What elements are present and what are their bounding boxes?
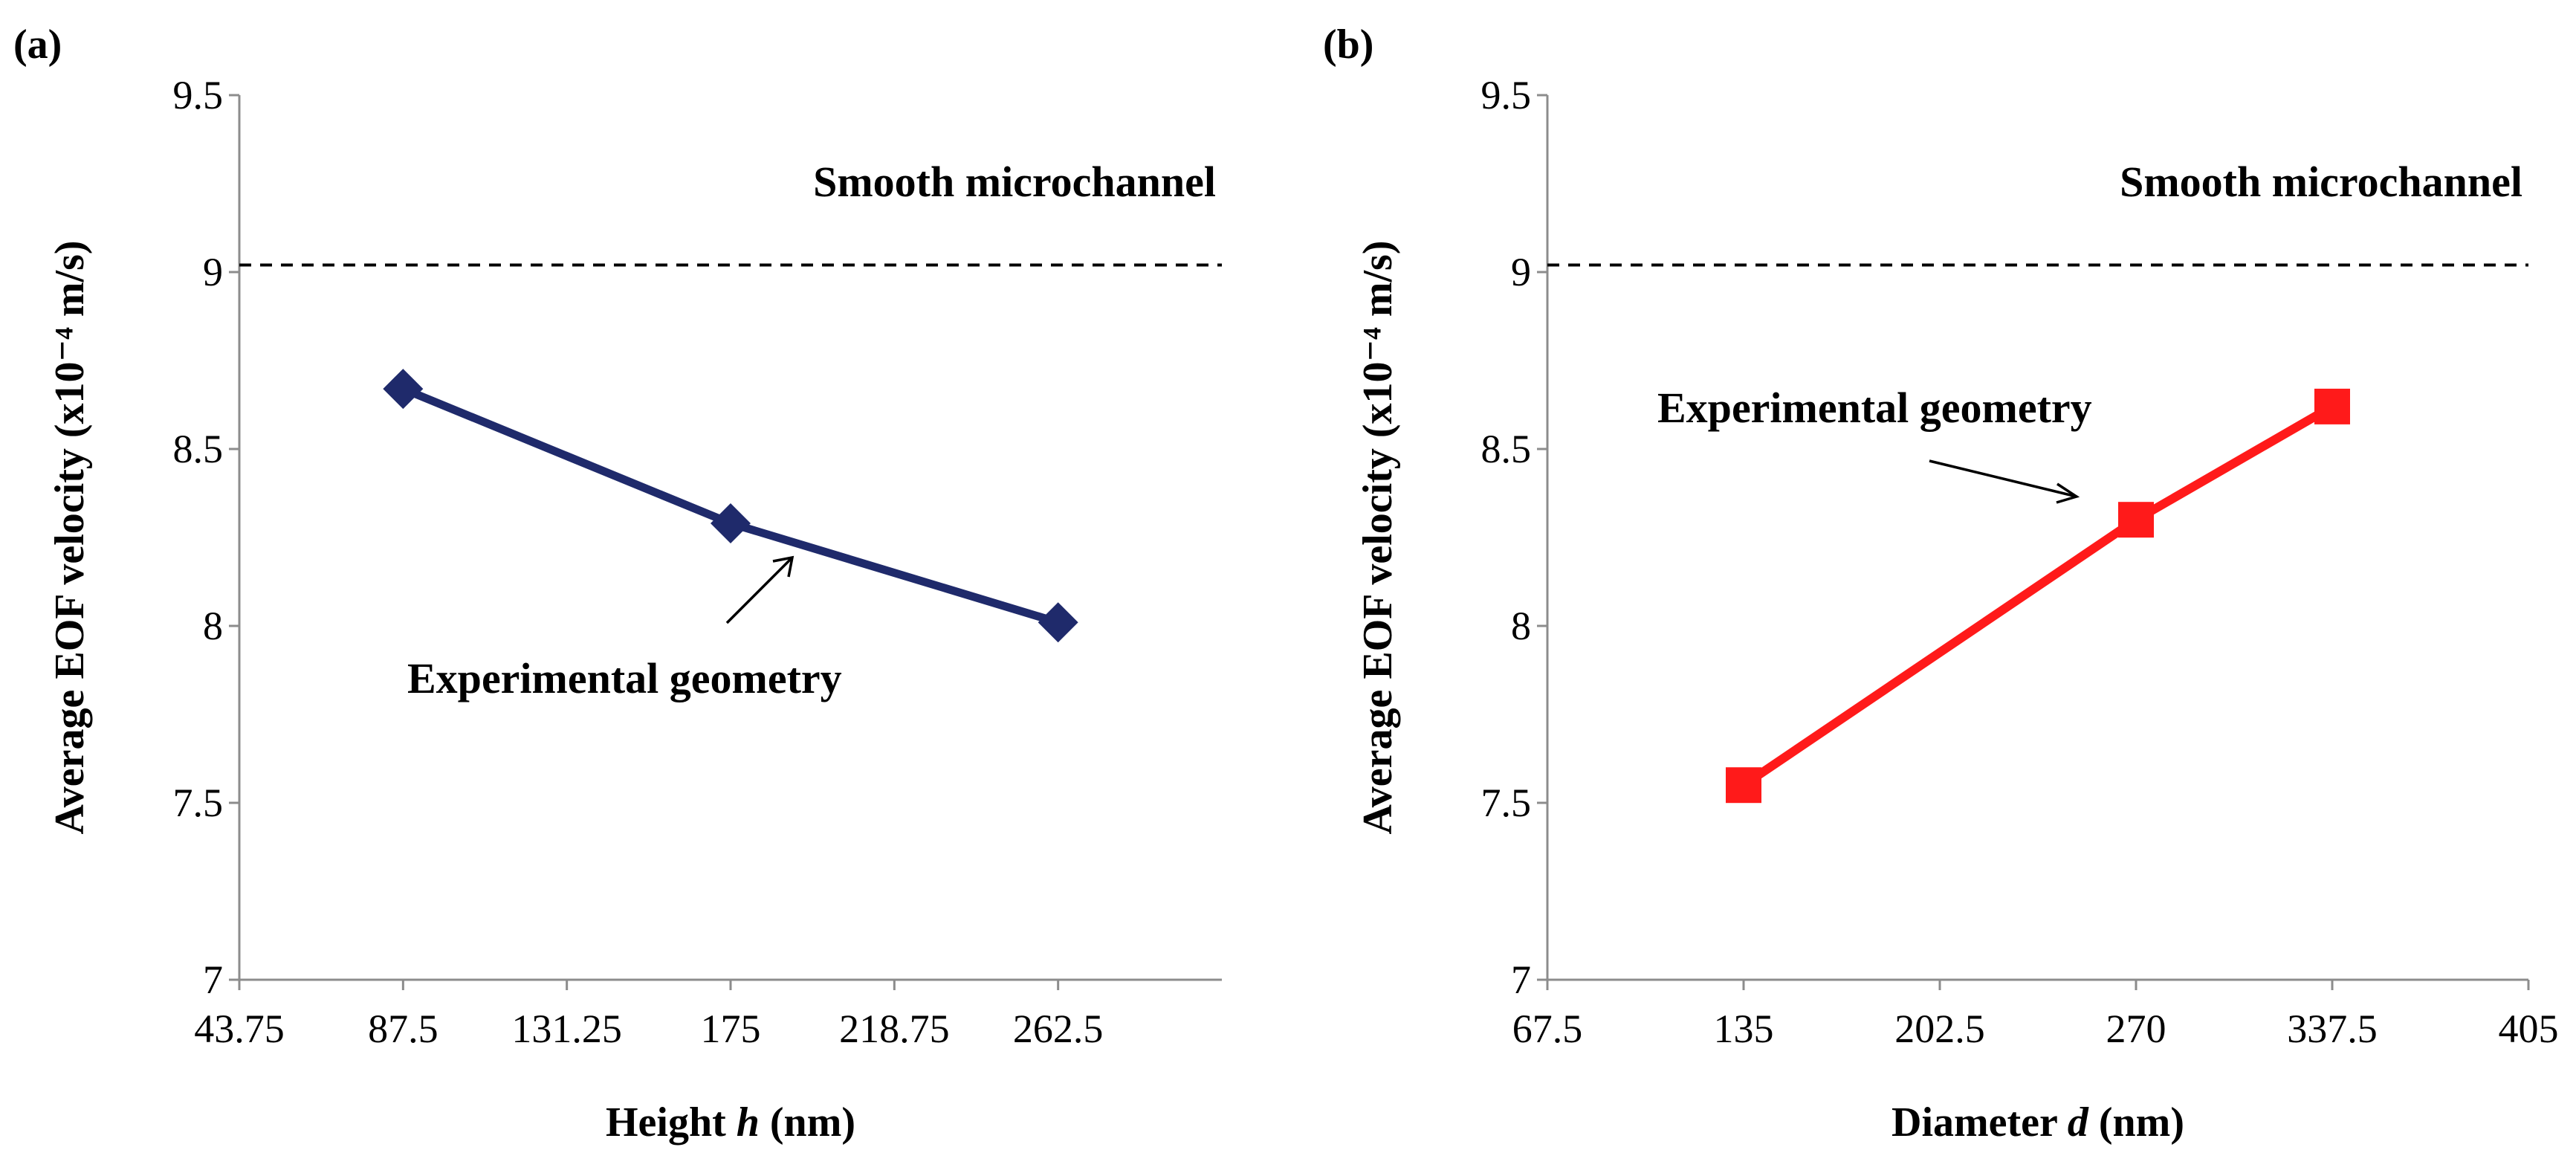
panel-label: (b) [1323, 22, 1373, 68]
data-point-marker [383, 369, 424, 410]
annotation-experimental-geometry: Experimental geometry [1657, 384, 2092, 432]
x-tick-label: 135 [1714, 1007, 1774, 1051]
panel-label: (a) [13, 22, 62, 68]
annotation-arrow [1929, 459, 2077, 498]
y-tick-label: 8 [1511, 604, 1531, 648]
annotation-arrow [725, 556, 794, 624]
y-tick-label: 7 [203, 957, 223, 1002]
annotation-arrow-head [2056, 482, 2080, 504]
x-tick-label: 405 [2499, 1007, 2559, 1051]
y-tick-label: 8.5 [1481, 427, 1532, 471]
annotation-experimental-geometry: Experimental geometry [407, 654, 842, 702]
y-tick-label: 7.5 [1481, 781, 1532, 825]
x-tick-label: 67.5 [1512, 1007, 1583, 1051]
y-tick-label: 8.5 [173, 427, 224, 471]
x-tick-label: 43.75 [194, 1007, 285, 1051]
reference-line-label: Smooth microchannel [2120, 158, 2522, 206]
x-axis-title: Diameter d (nm) [1891, 1099, 2184, 1146]
chart-panel-a: (a) 7 7.5 8 8.5 9 9.5 43.75 87.5 131.25 175 218.75 2… [13, 22, 1222, 1146]
y-tick-label: 9 [1511, 250, 1531, 294]
data-point-marker [2314, 388, 2350, 424]
y-axis-title: Average EOF velocity (x10⁻⁴ m/s) [47, 240, 93, 834]
x-tick-label: 202.5 [1894, 1007, 1985, 1051]
x-tick-label: 131.25 [511, 1007, 622, 1051]
x-tick-label: 270 [2106, 1007, 2166, 1051]
x-tick-label: 337.5 [2287, 1007, 2378, 1051]
x-tick-label: 218.75 [839, 1007, 950, 1051]
y-tick-label: 8 [203, 604, 223, 648]
x-tick-label: 262.5 [1013, 1007, 1104, 1051]
x-tick-label: 87.5 [368, 1007, 438, 1051]
series-line [1741, 402, 2334, 789]
y-tick-label: 7 [1511, 957, 1531, 1002]
reference-line-label: Smooth microchannel [813, 158, 1216, 206]
y-tick-label: 9.5 [173, 73, 224, 117]
data-point-marker [2118, 502, 2154, 538]
x-tick-label: 175 [701, 1007, 761, 1051]
annotation-arrow-head [772, 555, 795, 578]
y-tick-label: 7.5 [173, 781, 224, 825]
data-point-marker [1726, 767, 1761, 804]
y-tick-label: 9 [203, 250, 223, 294]
y-tick-label: 9.5 [1481, 73, 1532, 117]
chart-panel-b: (b) 7 7.5 8 8.5 9 9.5 67.5 135 202.5 270 337.5 405 Av… [1323, 22, 2559, 1146]
data-point-marker [1038, 602, 1078, 643]
data-point-marker [711, 503, 751, 543]
y-axis-title: Average EOF velocity (x10⁻⁴ m/s) [1355, 240, 1401, 834]
x-axis-title: Height h (nm) [606, 1099, 855, 1146]
